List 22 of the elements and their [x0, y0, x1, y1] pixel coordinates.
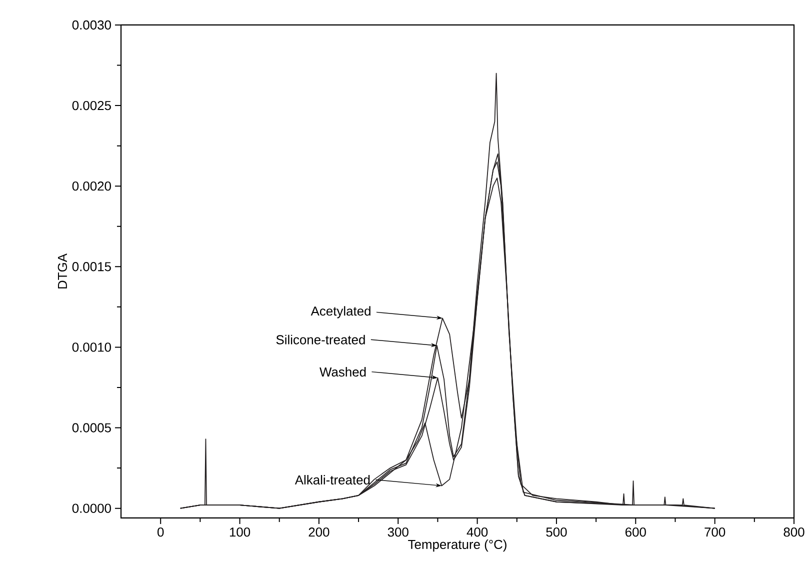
x-tick-label: 700	[704, 528, 726, 537]
x-tick-label: 800	[784, 528, 804, 537]
x-tick-label: 600	[626, 528, 646, 537]
x-tick-label: 100	[230, 528, 250, 537]
x-tick-label: 500	[546, 528, 567, 537]
y-tick-label: 0.0030	[72, 20, 111, 30]
y-tick-label: 0.0000	[72, 504, 111, 513]
annotation: Washed	[320, 367, 366, 377]
y-tick-label: 0.0005	[72, 423, 111, 432]
y-tick-label: 0.0020	[72, 182, 111, 191]
y-tick-label: 0.0025	[72, 100, 111, 110]
x-tick-label: 200	[308, 528, 330, 537]
y-axis-title: DTGA	[58, 254, 68, 288]
y-tick-label: 0.0015	[72, 262, 111, 272]
x-axis-title: Temperature (°C)	[408, 540, 506, 552]
annotation: Acetylated	[310, 306, 370, 318]
annotation: Silicone-treated	[276, 334, 365, 344]
annotation: Alkali-treated	[294, 475, 370, 485]
y-tick-label: 0.0010	[72, 342, 111, 352]
x-tick-label: 0	[157, 528, 164, 537]
x-tick-label: 400	[466, 528, 488, 537]
x-tick-label: 300	[388, 528, 408, 537]
